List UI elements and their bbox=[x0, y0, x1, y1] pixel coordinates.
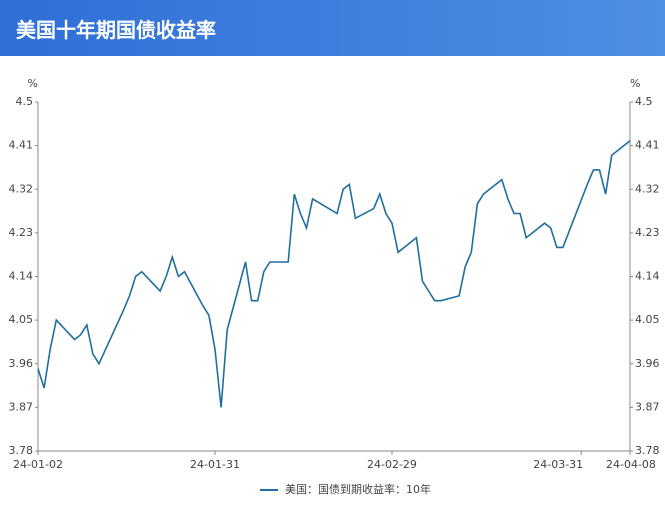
y2-tick-label: 4.32 bbox=[635, 182, 660, 195]
y-tick-label: 4.14 bbox=[9, 270, 34, 283]
x-tick-label: 24-03-31 bbox=[533, 458, 583, 471]
y-tick-label: 3.87 bbox=[9, 400, 34, 413]
y-tick-label: 4.23 bbox=[9, 226, 34, 239]
y-tick-label: 3.78 bbox=[9, 444, 34, 457]
y2-tick-label: 4.5 bbox=[635, 95, 653, 108]
chart: % % 3.78 3.78 3.87 3.87 3.96 3.96 4.05 4.05 4.14 4.… bbox=[9, 77, 660, 496]
y2-tick-label: 3.87 bbox=[635, 400, 660, 413]
y-tick-label: 3.96 bbox=[9, 357, 34, 370]
chart-title: 美国十年期国债收益率 bbox=[16, 18, 216, 42]
x-tick-label: 24-01-02 bbox=[13, 458, 63, 471]
y2-tick-label: 4.05 bbox=[635, 313, 660, 326]
y2-tick-label: 3.78 bbox=[635, 444, 660, 457]
series-line bbox=[37, 140, 631, 408]
y-tick-label: 4.41 bbox=[9, 139, 34, 152]
header: 美国十年期国债收益率 bbox=[0, 0, 665, 56]
y2-tick-label: 4.23 bbox=[635, 226, 660, 239]
y2-tick-label: 3.96 bbox=[635, 357, 660, 370]
x-tick-label: 24-04-08 bbox=[606, 458, 656, 471]
x-tick-label: 24-01-31 bbox=[190, 458, 240, 471]
y-tick-label: 4.32 bbox=[9, 182, 34, 195]
y-unit-right: % bbox=[630, 77, 640, 90]
y-unit-left: % bbox=[28, 77, 38, 90]
y2-tick-label: 4.41 bbox=[635, 139, 660, 152]
y-tick-label: 4.05 bbox=[9, 313, 34, 326]
y2-tick-label: 4.14 bbox=[635, 270, 660, 283]
legend-label: 美国：国债到期收益率：10年 bbox=[285, 482, 431, 496]
y-tick-label: 4.5 bbox=[16, 95, 34, 108]
x-tick-label: 24-02-29 bbox=[367, 458, 417, 471]
